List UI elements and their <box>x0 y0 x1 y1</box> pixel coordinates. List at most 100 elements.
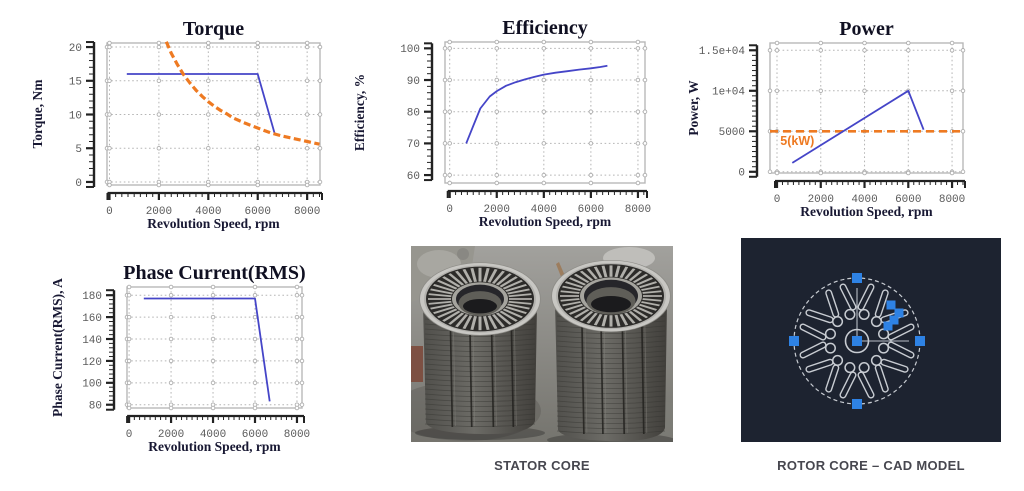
selection-grip <box>886 300 896 310</box>
stator-core-right <box>547 260 675 447</box>
y-tick-label: 80 <box>89 401 102 413</box>
series-group <box>465 64 608 144</box>
selection-grip <box>852 399 862 409</box>
x-tick-label: 6000 <box>242 429 268 441</box>
y-tick-label: 100 <box>400 44 420 56</box>
series-torque-vs-speed <box>126 73 276 135</box>
grid <box>127 287 302 408</box>
y-tick-label: 0 <box>75 178 82 190</box>
phase-current-chart: 80 100 120 140 160 180 0 2000 4000 6000 8000 Phase … <box>50 250 316 474</box>
selection-grip <box>852 336 862 346</box>
series-group <box>126 41 320 146</box>
grid-nodes <box>124 284 305 411</box>
stator-core-photo <box>391 246 701 448</box>
rotor-core-cad-image <box>741 238 1001 442</box>
efficiency-plot: 60 70 80 90 100 0 2000 4000 6000 8000 Efficiency Re… <box>352 17 651 229</box>
selection-grip <box>883 321 893 331</box>
x-tick-label: 4000 <box>851 194 877 206</box>
rotor-caption: ROTOR CORE – CAD MODEL <box>777 458 965 473</box>
y-tick-label: 20 <box>69 43 82 55</box>
chart-title: Efficiency <box>502 17 588 39</box>
axis-rulers <box>106 289 305 423</box>
y-tick-label: 70 <box>407 139 420 151</box>
red-object <box>411 346 423 382</box>
x-tick-label: 2000 <box>146 206 172 218</box>
y-axis-label: Torque, Nm <box>30 79 45 149</box>
x-axis-label: Revolution Speed, rpm <box>147 216 280 231</box>
selection-grips <box>789 273 925 409</box>
x-axis-label: Revolution Speed, rpm <box>479 214 612 229</box>
selection-grip <box>894 308 904 318</box>
y-tick-label: 0 <box>738 168 745 180</box>
x-tick-label: 4000 <box>195 206 221 218</box>
x-tick-label: 6000 <box>578 204 604 216</box>
axis-rulers <box>86 41 323 200</box>
x-tick-label: 8000 <box>294 206 320 218</box>
x-tick-label: 0 <box>774 194 781 206</box>
x-tick-label: 6000 <box>895 194 921 206</box>
x-tick-label: 2000 <box>808 194 834 206</box>
x-tick-label: 0 <box>126 429 133 441</box>
cad-background <box>741 238 1001 442</box>
shaft-circle <box>844 328 870 354</box>
y-tick-label: 60 <box>407 171 420 183</box>
selection-grip <box>789 336 799 346</box>
y-tick-label: 120 <box>82 357 102 369</box>
x-tick-label: 6000 <box>245 206 271 218</box>
grid-nodes <box>104 40 323 188</box>
phase-plot: 80 100 120 140 160 180 0 2000 4000 6000 8000 Phase … <box>50 262 310 454</box>
axis-rulers <box>749 44 966 188</box>
efficiency-chart: 60 70 80 90 100 0 2000 4000 6000 8000 Efficiency Re… <box>350 4 666 236</box>
series-group <box>770 89 963 164</box>
y-tick-label: 160 <box>82 313 102 325</box>
y-axis-label: Phase Current(RMS), A <box>52 278 65 417</box>
power-plot: 0 5000 1e+04 1.5e+04 0 2000 4000 6000 8000 5(kW) P… <box>686 18 966 219</box>
x-tick-label: 0 <box>446 204 453 216</box>
series-constant-power-5kW-torque <box>164 41 320 146</box>
chart-title: Power <box>839 18 894 40</box>
x-axis-label: Revolution Speed, rpm <box>148 439 281 454</box>
x-tick-label: 8000 <box>939 194 965 206</box>
x-tick-label: 2000 <box>158 429 184 441</box>
series-efficiency-vs-speed <box>465 64 608 144</box>
rotor-holes <box>824 308 890 374</box>
grid-nodes <box>442 39 648 186</box>
x-tick-label: 4000 <box>531 204 557 216</box>
x-tick-label: 8000 <box>284 429 310 441</box>
plot-border <box>769 42 964 174</box>
y-tick-label: 100 <box>82 379 102 391</box>
stator-core-left <box>415 262 545 440</box>
plot-border <box>106 42 321 186</box>
selection-grip <box>889 315 899 325</box>
stator-core-figure: STATOR CORE <box>391 246 701 486</box>
selection-grip <box>852 273 862 283</box>
y-tick-label: 90 <box>407 76 420 88</box>
y-axis-label: Efficiency, % <box>352 74 367 151</box>
chart-title: Torque <box>183 18 244 40</box>
stator-caption: STATOR CORE <box>494 458 590 473</box>
x-tick-label: 0 <box>106 206 113 218</box>
x-tick-label: 4000 <box>200 429 226 441</box>
y-tick-label: 1.5e+04 <box>699 46 746 58</box>
chart-title: Phase Current(RMS) <box>123 262 305 284</box>
rotor-core-cad-figure: ROTOR CORE – CAD MODEL <box>741 238 1001 478</box>
torque-chart: 0 5 10 15 20 0 2000 4000 6000 8000 Torque Revolutio… <box>30 4 370 240</box>
y-tick-label: 140 <box>82 335 102 347</box>
selection-grip <box>915 336 925 346</box>
y-tick-label: 10 <box>69 110 82 122</box>
annotation-label: 5(kW) <box>780 134 814 148</box>
series-group <box>143 297 271 402</box>
y-tick-label: 15 <box>69 77 82 89</box>
grid <box>107 43 320 185</box>
power-chart: 0 5000 1e+04 1.5e+04 0 2000 4000 6000 8000 5(kW) P… <box>686 4 984 230</box>
x-tick-label: 2000 <box>484 204 510 216</box>
y-tick-label: 80 <box>407 108 420 120</box>
y-tick-label: 180 <box>82 291 102 303</box>
axis-rulers <box>424 42 648 198</box>
y-axis-label: Power, W <box>688 80 701 136</box>
x-axis-label: Revolution Speed, rpm <box>800 204 933 219</box>
y-tick-label: 1e+04 <box>712 87 745 99</box>
y-tick-label: 5000 <box>719 127 745 139</box>
series-phase-current-vs-speed <box>143 297 271 402</box>
